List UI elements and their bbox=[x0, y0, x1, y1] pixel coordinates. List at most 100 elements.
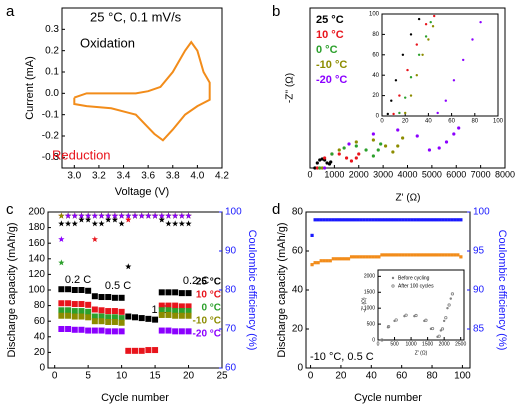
data-point bbox=[349, 159, 354, 163]
data-point bbox=[356, 255, 360, 259]
data-point bbox=[334, 257, 338, 261]
data-point bbox=[313, 166, 317, 170]
y2-tick-label: 85 bbox=[473, 324, 485, 335]
data-point bbox=[125, 347, 132, 354]
data-point bbox=[98, 220, 105, 227]
data-point bbox=[105, 216, 112, 223]
data-point bbox=[413, 218, 417, 222]
data-point bbox=[409, 33, 413, 36]
x-tick-label: 3000 bbox=[373, 170, 393, 180]
data-point bbox=[450, 292, 455, 296]
y-axis-label: -Z'' (Ω) bbox=[361, 297, 367, 312]
data-point bbox=[325, 259, 329, 263]
data-point bbox=[328, 218, 332, 222]
data-point bbox=[340, 257, 345, 261]
y-axis-label: Discharge capacity (mAh/g) bbox=[6, 222, 18, 357]
x-axis-label: Cycle number bbox=[101, 392, 169, 404]
data-point bbox=[409, 94, 413, 97]
data-point bbox=[383, 218, 387, 222]
data-point bbox=[65, 312, 72, 319]
data-point bbox=[422, 218, 427, 222]
data-point bbox=[424, 23, 428, 26]
data-point bbox=[415, 134, 419, 138]
y-tick-label: 0 bbox=[39, 363, 45, 374]
data-point bbox=[132, 314, 138, 321]
data-point bbox=[58, 286, 65, 293]
data-point bbox=[425, 253, 430, 257]
data-point bbox=[105, 212, 112, 219]
data-point bbox=[132, 347, 138, 354]
data-point bbox=[438, 253, 442, 257]
data-point bbox=[165, 311, 172, 318]
x-tick-label: 20 bbox=[335, 371, 347, 382]
data-point bbox=[178, 220, 185, 227]
data-point bbox=[178, 312, 185, 319]
data-point bbox=[185, 312, 192, 319]
x-tick-label: 3.0 bbox=[67, 171, 81, 182]
data-point bbox=[320, 157, 324, 161]
x-tick-label: 100 bbox=[493, 118, 504, 124]
y-tick-label: -0.1 bbox=[42, 109, 60, 120]
data-point bbox=[368, 218, 372, 222]
data-point bbox=[380, 338, 384, 342]
data-point bbox=[185, 308, 192, 315]
data-point bbox=[58, 236, 65, 242]
x-tick-label: 0 bbox=[377, 341, 380, 347]
data-point bbox=[365, 218, 369, 222]
annotation: -10 °C, 0.5 C bbox=[310, 351, 374, 363]
data-point bbox=[357, 152, 361, 156]
data-point bbox=[145, 315, 152, 322]
annotation: 0.5 C bbox=[105, 280, 131, 292]
data-point bbox=[138, 212, 145, 219]
data-point bbox=[158, 327, 165, 334]
data-point bbox=[450, 253, 454, 257]
data-point bbox=[91, 293, 98, 300]
y-tick-label: 0.2 bbox=[45, 45, 59, 56]
data-point bbox=[158, 311, 165, 318]
data-point bbox=[172, 212, 179, 219]
data-point bbox=[349, 255, 354, 259]
panel-label: a bbox=[6, 3, 15, 20]
legend-label: -20 °C bbox=[316, 74, 347, 86]
data-point bbox=[447, 303, 451, 307]
legend-label: 10 °C bbox=[196, 290, 221, 301]
data-point bbox=[65, 286, 72, 293]
y-tick-label: 0 bbox=[372, 337, 375, 343]
data-point bbox=[447, 218, 451, 222]
y-axis-label: Discharge capacity (mAh/g) bbox=[276, 222, 288, 357]
data-point bbox=[178, 290, 185, 297]
data-point bbox=[365, 255, 369, 259]
data-point bbox=[78, 326, 85, 333]
data-point bbox=[442, 319, 446, 323]
data-point bbox=[383, 253, 387, 257]
data-point bbox=[158, 302, 165, 309]
y-tick-label: 20 bbox=[372, 93, 379, 99]
y-tick-label: 500 bbox=[367, 321, 376, 327]
data-point bbox=[158, 212, 165, 219]
x-tick-label: 40 bbox=[425, 118, 432, 124]
x-tick-label: 2000 bbox=[439, 341, 450, 347]
y-tick-label: 120 bbox=[28, 269, 45, 280]
y-tick-label: 0 bbox=[297, 363, 303, 374]
data-point bbox=[85, 327, 92, 334]
data-point bbox=[404, 313, 408, 317]
x-tick-label: 0 bbox=[380, 118, 384, 124]
data-point bbox=[178, 303, 185, 310]
data-point bbox=[395, 218, 399, 222]
data-point bbox=[398, 253, 402, 257]
data-point bbox=[328, 259, 332, 263]
data-point bbox=[98, 318, 105, 325]
data-point bbox=[389, 253, 393, 257]
panel-label: c bbox=[6, 201, 14, 218]
data-point bbox=[151, 212, 159, 219]
data-point bbox=[318, 166, 322, 170]
data-point bbox=[111, 308, 118, 315]
data-point bbox=[415, 74, 418, 77]
data-point bbox=[446, 306, 449, 310]
data-point bbox=[85, 308, 92, 315]
data-point bbox=[401, 53, 405, 56]
data-point bbox=[390, 99, 393, 102]
data-point bbox=[428, 253, 433, 257]
x-axis-label: Z' (Ω) bbox=[415, 350, 428, 356]
